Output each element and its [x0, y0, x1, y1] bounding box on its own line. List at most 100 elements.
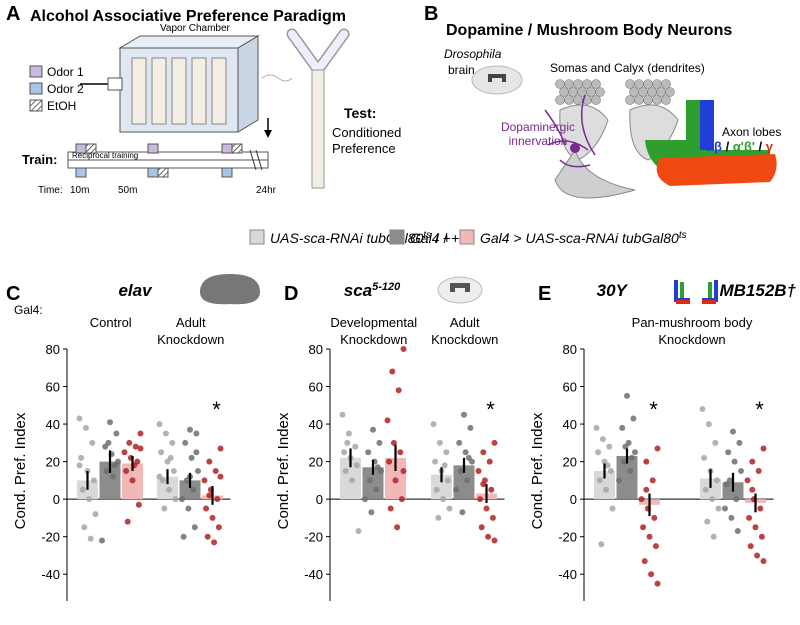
data-point [390, 439, 397, 446]
data-point [394, 524, 401, 531]
y-tick-label: 40 [309, 417, 323, 432]
data-point [616, 477, 622, 484]
data-point [397, 449, 404, 456]
lobe-g [656, 154, 777, 186]
data-point [352, 443, 359, 450]
data-point [126, 439, 133, 446]
test-label: Test: [344, 105, 376, 121]
legend-label: UAS-sca-RNAi tubGal80ts / + [270, 230, 451, 247]
time-value: 24hr [256, 185, 277, 196]
lobes-label: Axon lobes [722, 125, 781, 139]
y-tick-label: 40 [563, 417, 577, 432]
charts: -40 -20 0 20 40 60 80 Cond. Pref. Index elav Cont… [12, 281, 797, 601]
brain-label: brain [448, 63, 475, 77]
data-point [121, 449, 128, 456]
data-point [167, 454, 174, 461]
significance: * [649, 397, 658, 422]
data-point [158, 449, 165, 456]
y-tick-label: 0 [53, 492, 60, 507]
y-axis-label: Cond. Pref. Index [529, 412, 546, 529]
y-maze-tube [311, 69, 325, 189]
legend-text: / + [431, 230, 451, 246]
data-point [627, 468, 634, 474]
data-point [444, 477, 451, 484]
data-point [206, 458, 213, 465]
y-axis-label: Cond. Pref. Index [275, 412, 292, 529]
title-text: sca [344, 281, 372, 300]
panel-a: Alcohol Associative Preference Paradigm … [22, 8, 401, 196]
y-tick-label: 20 [309, 455, 323, 470]
significance: * [212, 397, 221, 422]
data-point [702, 486, 709, 493]
category-label: Adult Knockdown [431, 315, 498, 347]
data-point [733, 496, 740, 503]
soma [629, 87, 639, 97]
key-swatch [29, 65, 43, 78]
data-point [211, 539, 218, 546]
y-tick-label: -20 [304, 530, 323, 545]
legend-text: / + [440, 230, 460, 246]
y-tick-label: 80 [563, 342, 577, 357]
soma [591, 79, 601, 89]
category-label: Developmental Knockdown [330, 315, 417, 347]
data-point [459, 509, 466, 516]
panel-label: D [284, 283, 298, 305]
data-point [82, 424, 89, 431]
data-point [593, 424, 600, 431]
data-point [206, 492, 213, 499]
lobe-names: αβ / α'β' / γ [706, 139, 774, 154]
data-point [604, 462, 611, 469]
data-point [135, 501, 142, 508]
data-point [353, 462, 360, 469]
data-point [651, 514, 658, 521]
soma [643, 79, 653, 89]
data-point [161, 505, 168, 512]
data-point [749, 458, 756, 465]
y-tick-label: -20 [41, 530, 60, 545]
y-axis-label: Cond. Pref. Index [12, 412, 29, 529]
data-point [749, 486, 756, 493]
legend: UAS-sca-RNAi tubGal80ts / +Gal4 / + Gal4 … [249, 229, 687, 247]
legend-text: Gal4 [410, 230, 440, 246]
soma [595, 87, 605, 97]
data-point [124, 518, 131, 525]
y-tick-label: -40 [558, 567, 577, 582]
data-point [373, 486, 380, 493]
soma [643, 95, 653, 105]
data-point [398, 496, 405, 503]
data-point [758, 533, 765, 540]
data-point [156, 473, 163, 480]
data-point [606, 443, 613, 450]
data-point [752, 524, 759, 531]
panel-b: Dopamine / Mushroom Body Neurons Drosoph… [444, 22, 781, 199]
soma [634, 95, 644, 105]
data-point [355, 528, 362, 535]
data-point [180, 533, 187, 540]
data-point [365, 449, 372, 456]
row-label: Gal4: [14, 303, 43, 317]
data-point [475, 468, 482, 474]
data-point [185, 505, 192, 512]
data-point [345, 430, 352, 437]
data-point [111, 462, 118, 469]
data-point [628, 454, 635, 461]
legend-swatch [389, 229, 405, 245]
data-point [370, 426, 376, 433]
soma [661, 79, 671, 89]
data-point [99, 537, 105, 544]
innervation-label: innervation [509, 134, 568, 148]
soma [647, 87, 657, 97]
data-point [704, 518, 711, 525]
data-point [374, 464, 381, 471]
data-point [79, 486, 86, 493]
data-point [162, 430, 169, 437]
data-point [432, 458, 439, 465]
data-point [640, 524, 647, 531]
inlet [107, 77, 123, 91]
data-point [214, 496, 221, 503]
data-point [362, 496, 368, 503]
data-point [596, 477, 603, 484]
vapor [261, 74, 293, 82]
data-point [705, 421, 712, 428]
brain-icon-mb [488, 74, 506, 82]
